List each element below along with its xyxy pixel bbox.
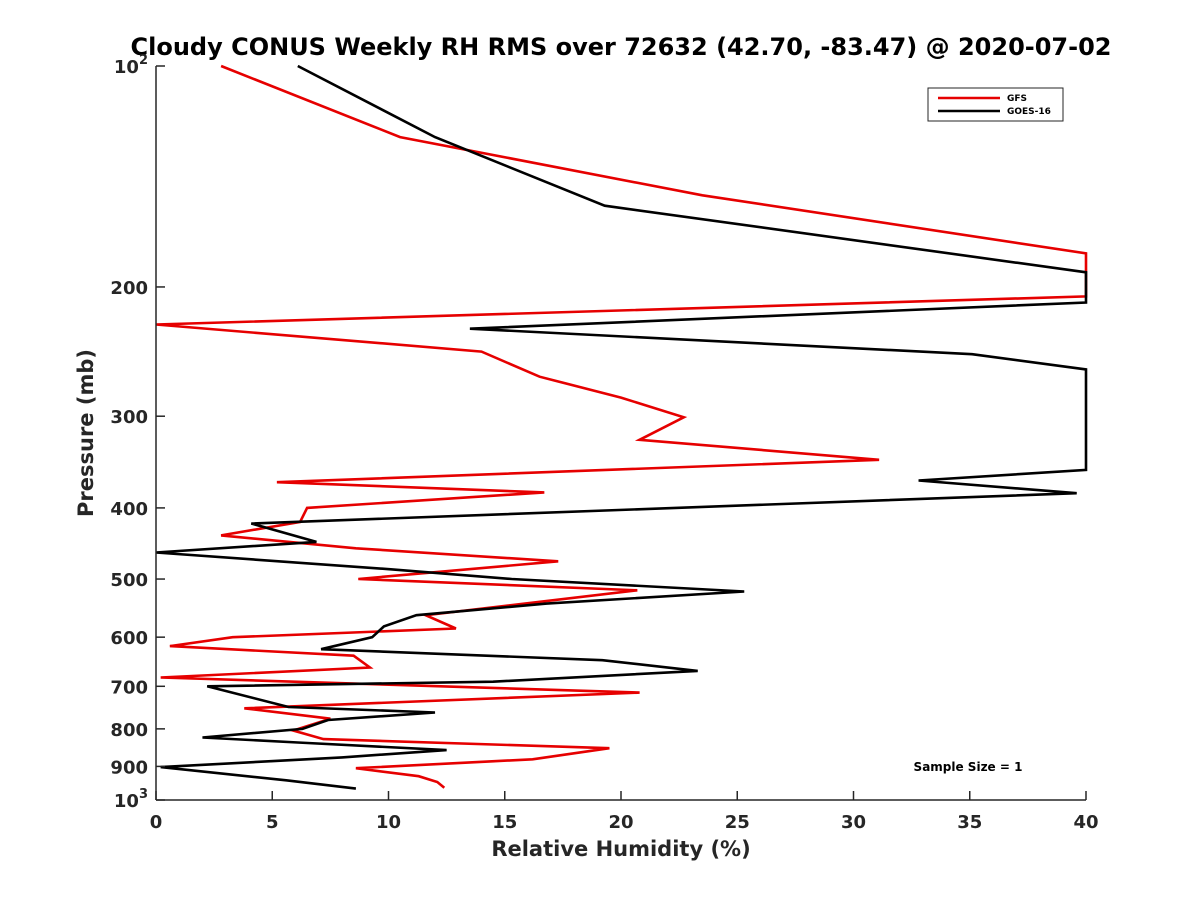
y-tick-label: 700 — [110, 677, 148, 698]
legend-label: GFS — [1007, 94, 1027, 104]
legend-box — [927, 87, 1064, 122]
y-tick-label: 500 — [110, 570, 148, 591]
x-tick-label: 20 — [608, 812, 633, 833]
x-tick-label: 0 — [150, 812, 163, 833]
x-tick-label: 15 — [492, 812, 517, 833]
y-tick-label: 900 — [110, 757, 148, 778]
plot-area — [156, 66, 1086, 800]
series-line-gfs — [155, 64, 1088, 789]
chart-title: Cloudy CONUS Weekly RH RMS over 72632 (4… — [131, 33, 1112, 61]
x-tick-label: 5 — [266, 812, 279, 833]
legend: GFS GOES-16 — [927, 87, 1064, 122]
x-tick-label: 40 — [1073, 812, 1098, 833]
x-ticks: 0 5 10 15 20 25 30 35 40 — [150, 791, 1099, 833]
legend-label: GOES-16 — [1007, 107, 1051, 117]
series-layer — [155, 64, 1088, 790]
y-tick-label: 600 — [110, 628, 148, 649]
legend-items: GFS GOES-16 — [938, 94, 1051, 117]
x-tick-label: 10 — [376, 812, 401, 833]
series-line-goes-16 — [155, 64, 1088, 790]
x-axis-label: Relative Humidity (%) — [491, 837, 750, 861]
x-tick-label: 30 — [841, 812, 866, 833]
y-tick-label: 300 — [110, 407, 148, 428]
y-tick-label: 200 — [110, 278, 148, 299]
x-tick-label: 25 — [725, 812, 750, 833]
sample-size-annotation: Sample Size = 1 — [914, 760, 1023, 774]
y-tick-label: 400 — [110, 499, 148, 520]
y-tick-label: 800 — [110, 720, 148, 741]
y-axis-label: Pressure (mb) — [74, 349, 98, 517]
x-tick-label: 35 — [957, 812, 982, 833]
